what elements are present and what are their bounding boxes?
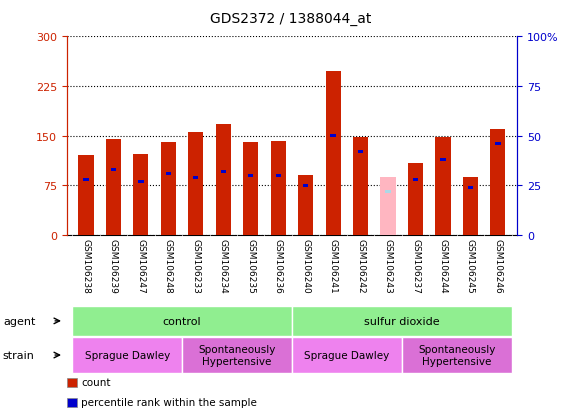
Bar bbox=[292, 306, 512, 336]
Bar bbox=[271, 142, 286, 235]
Text: GSM106237: GSM106237 bbox=[411, 239, 420, 294]
Bar bbox=[111, 169, 116, 171]
Text: Spontaneously
Hypertensive: Spontaneously Hypertensive bbox=[418, 344, 496, 366]
Text: strain: strain bbox=[3, 350, 35, 360]
Bar bbox=[468, 187, 473, 189]
Text: Spontaneously
Hypertensive: Spontaneously Hypertensive bbox=[198, 344, 276, 366]
Bar bbox=[275, 175, 281, 177]
Bar bbox=[385, 190, 390, 193]
Bar bbox=[440, 159, 446, 161]
Bar bbox=[216, 124, 231, 235]
Bar bbox=[138, 180, 144, 183]
Text: GSM106234: GSM106234 bbox=[219, 239, 228, 294]
Text: GSM106244: GSM106244 bbox=[439, 239, 447, 293]
Bar bbox=[408, 164, 423, 235]
Text: GSM106233: GSM106233 bbox=[191, 239, 200, 294]
Text: GSM106246: GSM106246 bbox=[493, 239, 503, 294]
Bar bbox=[72, 337, 182, 373]
Bar bbox=[303, 185, 309, 187]
Bar bbox=[358, 151, 363, 154]
Bar bbox=[463, 177, 478, 235]
Bar bbox=[134, 155, 149, 235]
Bar bbox=[182, 337, 292, 373]
Bar bbox=[292, 337, 402, 373]
Bar bbox=[84, 178, 89, 181]
Text: GSM106248: GSM106248 bbox=[164, 239, 173, 294]
Bar bbox=[413, 178, 418, 181]
Text: Sprague Dawley: Sprague Dawley bbox=[304, 350, 389, 360]
Text: GSM106242: GSM106242 bbox=[356, 239, 365, 293]
Text: count: count bbox=[81, 377, 111, 387]
Text: GSM106238: GSM106238 bbox=[81, 239, 91, 294]
Bar bbox=[331, 135, 336, 138]
Bar bbox=[161, 143, 176, 235]
Text: GSM106243: GSM106243 bbox=[383, 239, 393, 294]
Bar bbox=[248, 175, 253, 177]
Bar bbox=[435, 138, 450, 235]
Bar bbox=[402, 337, 512, 373]
Bar bbox=[166, 173, 171, 175]
Bar bbox=[490, 130, 505, 235]
Text: GDS2372 / 1388044_at: GDS2372 / 1388044_at bbox=[210, 12, 371, 26]
Bar bbox=[193, 177, 199, 179]
Bar bbox=[221, 171, 226, 173]
Bar bbox=[188, 133, 203, 235]
Bar bbox=[325, 71, 340, 235]
Text: control: control bbox=[163, 316, 202, 326]
Bar bbox=[353, 138, 368, 235]
Bar bbox=[72, 306, 292, 336]
Text: GSM106239: GSM106239 bbox=[109, 239, 118, 294]
Bar bbox=[106, 140, 121, 235]
Text: GSM106236: GSM106236 bbox=[274, 239, 283, 294]
Text: GSM106240: GSM106240 bbox=[301, 239, 310, 294]
Text: GSM106241: GSM106241 bbox=[329, 239, 338, 294]
Text: sulfur dioxide: sulfur dioxide bbox=[364, 316, 440, 326]
Bar bbox=[298, 176, 313, 235]
Bar bbox=[495, 143, 500, 145]
Bar bbox=[381, 177, 396, 235]
Text: GSM106247: GSM106247 bbox=[137, 239, 145, 294]
Text: percentile rank within the sample: percentile rank within the sample bbox=[81, 397, 257, 407]
Text: GSM106235: GSM106235 bbox=[246, 239, 255, 294]
Text: Sprague Dawley: Sprague Dawley bbox=[85, 350, 170, 360]
Bar bbox=[78, 156, 94, 235]
Text: GSM106245: GSM106245 bbox=[466, 239, 475, 294]
Text: agent: agent bbox=[3, 316, 35, 326]
Bar bbox=[243, 143, 259, 235]
